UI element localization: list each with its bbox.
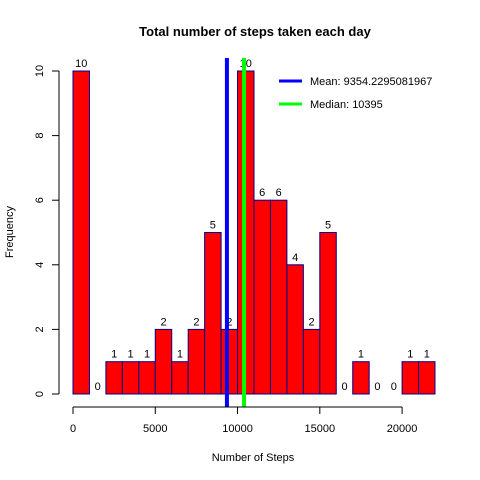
bar-9000 — [220, 328, 239, 395]
y-axis-label: Frequency — [4, 206, 16, 258]
bar-labels-group: 100111212521066425010011 — [75, 58, 430, 393]
legend-mean-text: Mean: 9354.2295081967 — [310, 76, 432, 88]
bar-label-18000: 0 — [374, 381, 380, 393]
bar-17000 — [352, 361, 370, 395]
bar-label-20000: 1 — [407, 349, 413, 361]
bar-label-4000: 1 — [144, 349, 150, 361]
bar-21000 — [418, 361, 436, 395]
y-tick-label-8: 8 — [34, 133, 46, 139]
x-axis: 0 5000 10000 15000 20000 — [70, 406, 418, 435]
reference-lines-group — [224, 58, 247, 407]
bar-8000 — [204, 232, 222, 395]
bar-label-16000: 0 — [341, 381, 347, 393]
x-tick-label-10000: 10000 — [222, 423, 253, 435]
bar-6000 — [171, 361, 189, 395]
bar-4000 — [138, 361, 156, 395]
bar-7000 — [187, 328, 206, 395]
bar-label-3000: 1 — [128, 349, 134, 361]
bar-label-11000: 6 — [259, 187, 265, 199]
bar-label-14000: 2 — [309, 316, 315, 328]
bar-label-5000: 2 — [160, 316, 166, 328]
bar-label-21000: 1 — [424, 349, 430, 361]
y-axis: 0 2 4 6 8 10 — [34, 65, 60, 397]
x-axis-label: Number of Steps — [212, 452, 295, 464]
y-tick-label-2: 2 — [34, 326, 46, 332]
bar-label-15000: 5 — [325, 220, 331, 232]
bar-5000 — [154, 328, 173, 395]
legend: Mean: 9354.2295081967 Median: 10395 — [279, 76, 432, 111]
x-tick-label-15000: 15000 — [305, 423, 336, 435]
bar-label-0: 10 — [75, 58, 87, 70]
bar-label-13000: 4 — [292, 252, 298, 264]
y-tick-label-6: 6 — [34, 197, 46, 203]
bar-label-1000: 0 — [95, 381, 101, 393]
bar-13000 — [286, 264, 304, 395]
bar-label-12000: 6 — [276, 187, 282, 199]
x-tick-label-5000: 5000 — [143, 423, 167, 435]
bar-14000 — [302, 328, 321, 395]
y-tick-label-0: 0 — [34, 391, 46, 397]
y-tick-label-10: 10 — [34, 65, 46, 77]
bar-2000 — [105, 361, 123, 395]
x-tick-label-0: 0 — [70, 423, 76, 435]
bar-12000 — [269, 199, 288, 395]
bar-label-19000: 0 — [391, 381, 397, 393]
bar-label-9000: 2 — [226, 316, 232, 328]
y-tick-label-4: 4 — [34, 262, 46, 268]
bar-label-17000: 1 — [358, 349, 364, 361]
bar-label-2000: 1 — [111, 349, 117, 361]
bars-group — [72, 70, 436, 395]
chart-title: Total number of steps taken each day — [139, 24, 371, 39]
x-tick-label-20000: 20000 — [387, 423, 418, 435]
bar-label-6000: 1 — [177, 349, 183, 361]
bar-15000 — [319, 232, 337, 395]
legend-median-text: Median: 10395 — [310, 99, 383, 111]
bar-0 — [72, 70, 90, 395]
bar-3000 — [121, 361, 140, 395]
bar-20000 — [401, 361, 420, 395]
bar-label-7000: 2 — [193, 316, 199, 328]
bar-11000 — [253, 199, 271, 395]
bar-label-8000: 5 — [210, 220, 216, 232]
